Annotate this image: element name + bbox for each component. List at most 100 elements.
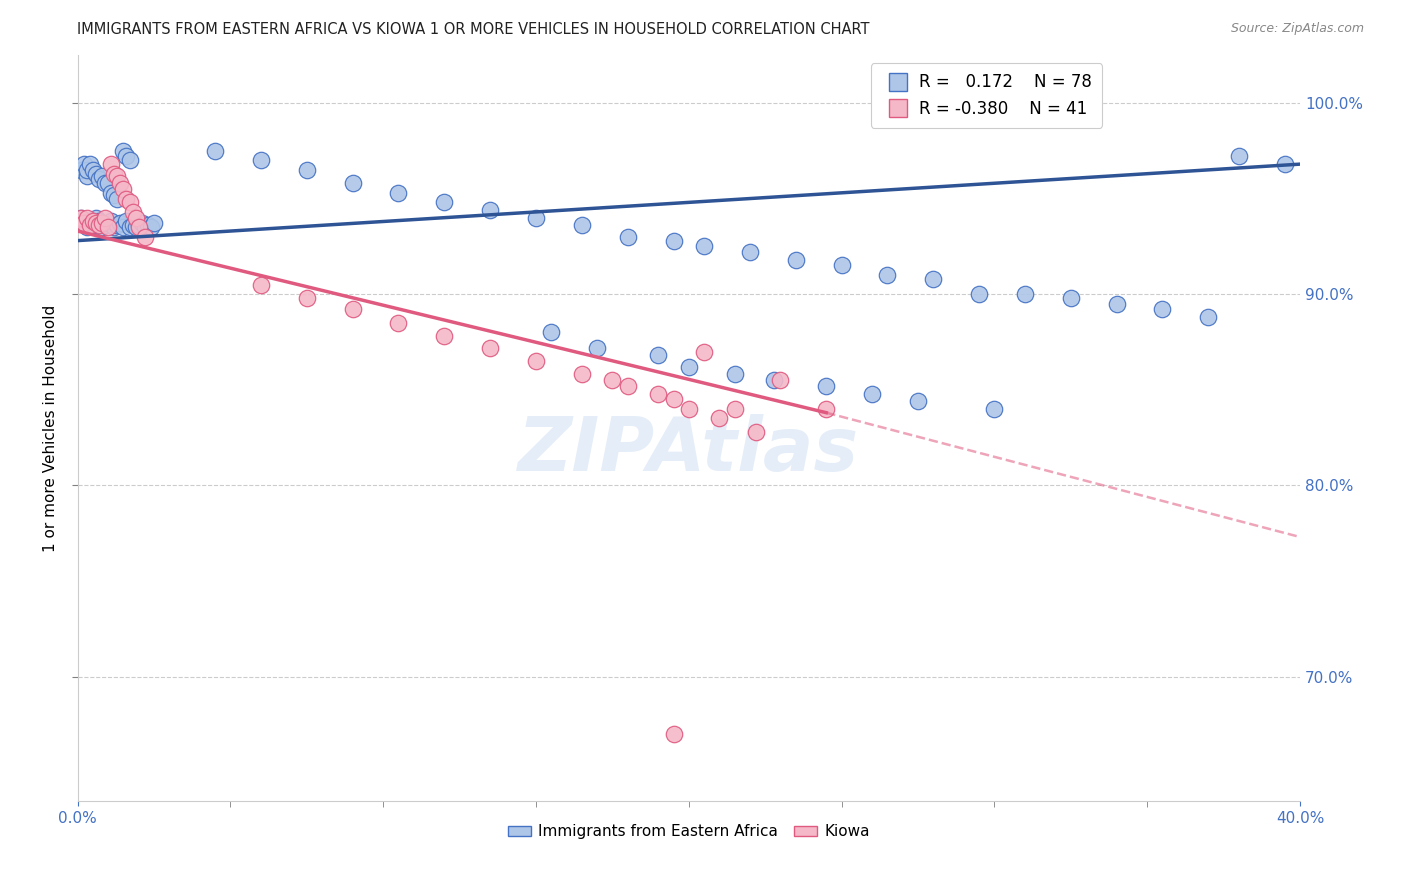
Point: [79, 157, 101, 171]
Point: [342, 176, 364, 190]
Point: [124, 211, 146, 225]
Point: [139, 220, 162, 235]
Point: [112, 220, 135, 235]
Point: [110, 216, 132, 230]
Point: [143, 216, 166, 230]
Point: [128, 220, 150, 235]
Point: [105, 169, 128, 183]
Point: [84, 216, 107, 230]
Point: [662, 727, 685, 741]
Point: [815, 401, 838, 416]
Point: [763, 373, 786, 387]
Point: [100, 157, 122, 171]
Point: [131, 216, 153, 230]
Point: [76, 220, 98, 235]
Point: [479, 202, 502, 217]
Point: [204, 144, 226, 158]
Point: [1197, 310, 1219, 324]
Point: [1152, 302, 1174, 317]
Point: [73, 216, 96, 230]
Point: [586, 341, 609, 355]
Point: [678, 359, 700, 374]
Point: [134, 229, 156, 244]
Point: [250, 277, 273, 292]
Point: [84, 211, 107, 225]
Point: [69, 211, 91, 225]
Point: [524, 211, 547, 225]
Point: [602, 373, 624, 387]
Point: [479, 341, 502, 355]
Point: [76, 169, 98, 183]
Text: Source: ZipAtlas.com: Source: ZipAtlas.com: [1230, 22, 1364, 36]
Point: [647, 386, 669, 401]
Point: [860, 386, 883, 401]
Point: [1274, 157, 1296, 171]
Point: [76, 162, 98, 177]
Point: [103, 167, 125, 181]
Point: [69, 211, 91, 225]
Point: [769, 373, 792, 387]
Point: [91, 169, 114, 183]
Point: [250, 153, 273, 168]
Point: [128, 219, 150, 233]
Point: [693, 344, 716, 359]
Point: [69, 162, 91, 177]
Point: [967, 287, 990, 301]
Point: [97, 220, 120, 235]
Point: [112, 144, 135, 158]
Point: [121, 219, 143, 233]
Point: [876, 268, 898, 282]
Point: [94, 176, 117, 190]
Point: [87, 214, 110, 228]
Point: [387, 186, 409, 200]
Point: [115, 214, 138, 228]
Point: [387, 316, 409, 330]
Point: [118, 195, 141, 210]
Point: [1227, 149, 1250, 163]
Text: ZIPAtlas: ZIPAtlas: [519, 414, 859, 487]
Point: [73, 216, 96, 230]
Point: [1014, 287, 1036, 301]
Point: [73, 157, 96, 171]
Y-axis label: 1 or more Vehicles in Household: 1 or more Vehicles in Household: [44, 304, 58, 551]
Point: [105, 219, 128, 233]
Point: [79, 214, 101, 228]
Point: [571, 219, 593, 233]
Point: [84, 216, 107, 230]
Point: [616, 229, 638, 244]
Point: [94, 219, 117, 233]
Point: [433, 195, 456, 210]
Point: [124, 220, 146, 235]
Point: [103, 220, 125, 235]
Point: [693, 239, 716, 253]
Point: [295, 162, 318, 177]
Point: [662, 234, 685, 248]
Point: [94, 211, 117, 225]
Point: [79, 219, 101, 233]
Point: [87, 219, 110, 233]
Point: [103, 187, 125, 202]
Point: [82, 214, 104, 228]
Point: [91, 216, 114, 230]
Point: [112, 182, 135, 196]
Point: [115, 149, 138, 163]
Point: [723, 401, 745, 416]
Point: [785, 252, 807, 267]
Point: [571, 368, 593, 382]
Point: [745, 425, 768, 439]
Point: [100, 186, 122, 200]
Point: [115, 192, 138, 206]
Point: [342, 302, 364, 317]
Point: [1060, 291, 1083, 305]
Point: [118, 220, 141, 235]
Point: [100, 214, 122, 228]
Point: [433, 329, 456, 343]
Point: [87, 172, 110, 186]
Point: [983, 401, 1005, 416]
Point: [922, 272, 945, 286]
Point: [118, 153, 141, 168]
Point: [76, 211, 98, 225]
Point: [723, 368, 745, 382]
Point: [1105, 296, 1128, 310]
Legend: Immigrants from Eastern Africa, Kiowa: Immigrants from Eastern Africa, Kiowa: [502, 818, 876, 846]
